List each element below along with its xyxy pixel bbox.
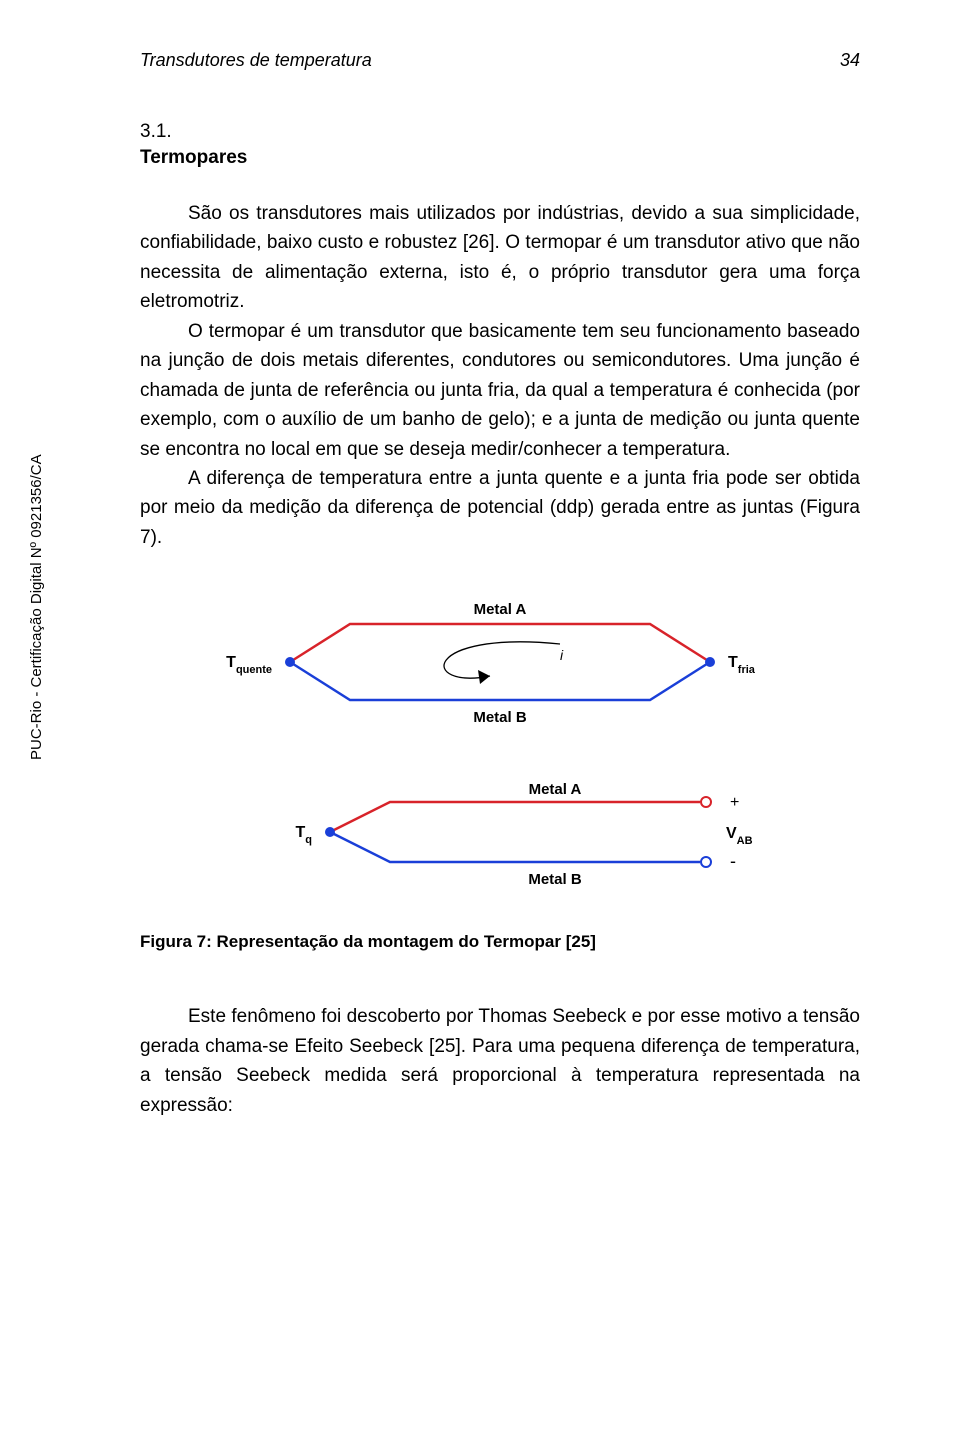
certification-label: PUC-Rio - Certificação Digital Nº 092135… [28, 454, 45, 760]
page-number: 34 [840, 50, 860, 71]
svg-text:Tq: Tq [295, 824, 312, 846]
paragraph-3: A diferença de temperatura entre a junta… [140, 464, 860, 552]
svg-text:Metal A: Metal A [474, 601, 527, 618]
svg-text:-: - [730, 851, 736, 871]
running-header: Transdutores de temperatura 34 [140, 50, 860, 71]
svg-text:Tquente: Tquente [226, 654, 272, 676]
thermocouple-diagram: Metal A Metal B Tquente Tfria i + - VAB Metal A M… [180, 582, 820, 902]
svg-text:+: + [730, 794, 739, 811]
svg-text:Metal A: Metal A [529, 781, 582, 798]
section-title: Termopares [140, 147, 860, 169]
figure-7: Metal A Metal B Tquente Tfria i + - VAB Metal A M… [140, 582, 860, 902]
svg-text:Metal B: Metal B [528, 871, 582, 888]
page: Transdutores de temperatura 34 3.1. Term… [0, 0, 960, 1180]
svg-text:i: i [560, 647, 564, 663]
svg-text:VAB: VAB [726, 825, 753, 847]
figure-caption: Figura 7: Representação da montagem do T… [140, 932, 860, 952]
svg-text:Tfria: Tfria [728, 654, 756, 676]
section-number: 3.1. [140, 121, 860, 143]
paragraph-2: O termopar é um transdutor que basicamen… [140, 317, 860, 464]
paragraph-1: São os transdutores mais utilizados por … [140, 199, 860, 317]
running-title: Transdutores de temperatura [140, 50, 372, 71]
svg-text:Metal B: Metal B [473, 709, 527, 726]
paragraph-4: Este fenômeno foi descoberto por Thomas … [140, 1002, 860, 1120]
